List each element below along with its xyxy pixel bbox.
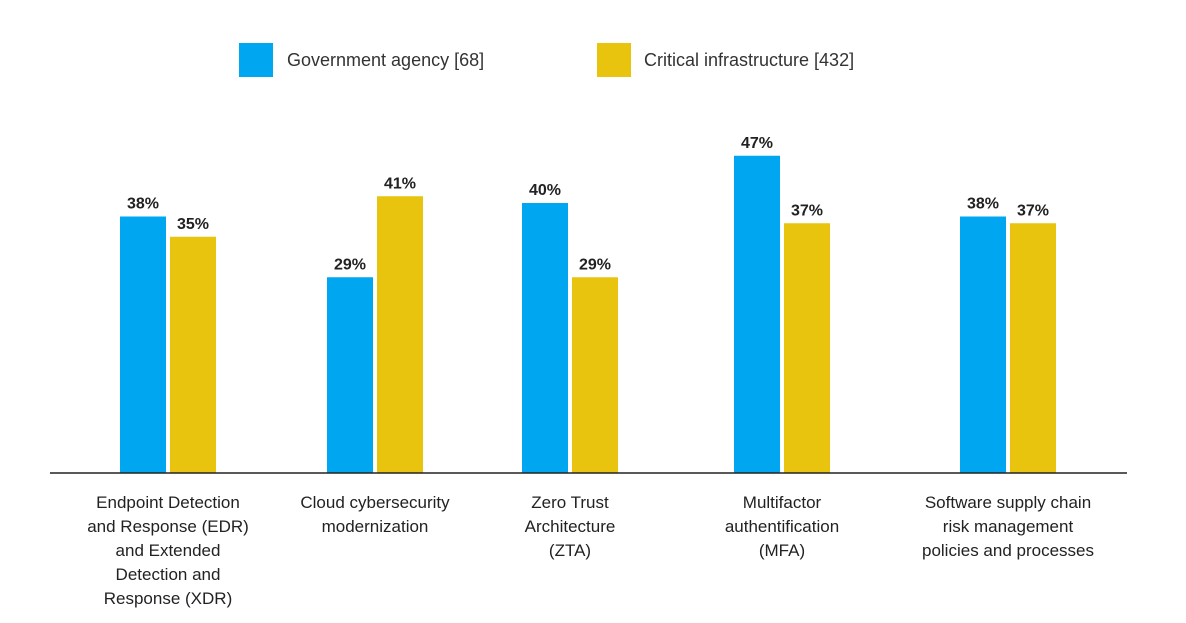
x-tick-label-line: and Extended	[116, 541, 221, 560]
bar	[572, 277, 618, 473]
chart-legend: Government agency [68] Critical infrastru…	[239, 43, 854, 77]
bar	[784, 223, 830, 473]
x-tick-label-line: modernization	[322, 517, 429, 536]
data-label: 47%	[741, 135, 773, 152]
legend-swatch	[239, 43, 273, 77]
bar	[120, 216, 166, 473]
data-label: 38%	[127, 196, 159, 213]
x-tick-label-line: (ZTA)	[549, 541, 591, 560]
value-label-group: 38% 29% 40% 47% 38% 35% 41% 29% 37% 37%	[127, 135, 1049, 274]
x-tick-label: Multifactor authentification (MFA)	[725, 493, 839, 560]
x-tick-label-line: policies and processes	[922, 541, 1094, 560]
bar	[522, 203, 568, 473]
data-label: 29%	[579, 256, 611, 273]
bar-group	[120, 155, 1056, 473]
x-tick-label-line: Multifactor	[743, 493, 822, 512]
x-tick-label: Zero Trust Architecture (ZTA)	[525, 493, 616, 560]
data-label: 29%	[334, 256, 366, 273]
bar	[734, 155, 780, 473]
data-label: 35%	[177, 216, 209, 233]
x-tick-label-line: Software supply chain	[925, 493, 1091, 512]
x-tick-label-line: Zero Trust	[531, 493, 609, 512]
x-tick-label-line: risk management	[943, 517, 1074, 536]
x-tick-label-line: Architecture	[525, 517, 616, 536]
data-label: 41%	[384, 175, 416, 192]
legend-label: Critical infrastructure [432]	[644, 50, 854, 70]
x-tick-label-line: Detection and	[116, 565, 221, 584]
x-tick-label-line: authentification	[725, 517, 839, 536]
bar	[327, 277, 373, 473]
bar	[377, 196, 423, 473]
data-label: 38%	[967, 196, 999, 213]
legend-label: Government agency [68]	[287, 50, 484, 70]
bar	[170, 236, 216, 473]
x-tick-label: Software supply chain risk management poli…	[922, 493, 1094, 560]
x-tick-label: Cloud cybersecurity modernization	[300, 493, 450, 536]
data-label: 37%	[791, 202, 823, 219]
x-tick-label-line: Endpoint Detection	[96, 493, 240, 512]
bar	[960, 216, 1006, 473]
data-label: 40%	[529, 182, 561, 199]
bar	[1010, 223, 1056, 473]
data-label: 37%	[1017, 202, 1049, 219]
x-tick-label-line: Cloud cybersecurity	[300, 493, 450, 512]
x-tick-label-line: and Response (EDR)	[87, 517, 249, 536]
legend-swatch	[597, 43, 631, 77]
category-label-group: Endpoint Detection and Response (EDR) and …	[87, 493, 1094, 608]
x-tick-label-line: Response (XDR)	[104, 589, 233, 608]
x-tick-label: Endpoint Detection and Response (EDR) and …	[87, 493, 249, 608]
x-tick-label-line: (MFA)	[759, 541, 805, 560]
